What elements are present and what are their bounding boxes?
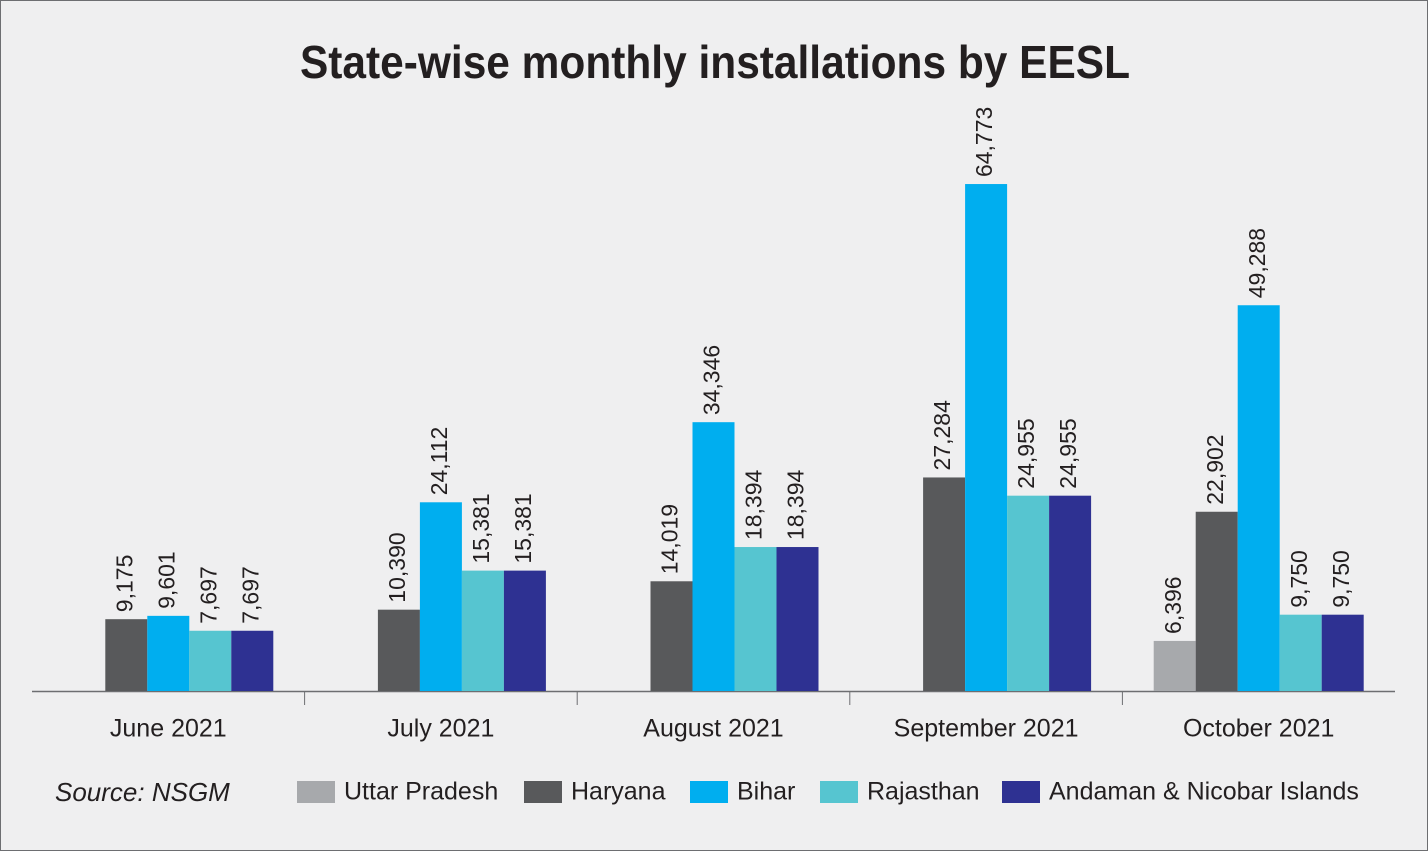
source-note: Source: NSGM xyxy=(55,777,230,807)
bar xyxy=(1007,495,1050,691)
x-tick-label: August 2021 xyxy=(643,715,783,743)
value-label: 7,697 xyxy=(195,566,221,624)
value-label: 10,390 xyxy=(384,532,410,602)
x-tick-label: June 2021 xyxy=(110,715,227,743)
bar xyxy=(692,422,735,691)
value-label: 24,955 xyxy=(1055,418,1081,488)
value-label: 34,346 xyxy=(699,345,725,415)
bar xyxy=(1195,511,1238,691)
legend-swatch xyxy=(1002,781,1040,803)
bar xyxy=(923,477,966,691)
value-label: 49,288 xyxy=(1244,228,1270,298)
value-label: 22,902 xyxy=(1202,434,1228,504)
value-label: 24,112 xyxy=(426,427,452,496)
legend-swatch xyxy=(820,781,858,803)
legend-swatch xyxy=(524,781,562,803)
bar xyxy=(105,619,148,691)
value-label: 9,601 xyxy=(153,551,179,609)
bar xyxy=(965,184,1008,691)
bar xyxy=(147,615,190,691)
legend-label: Uttar Pradesh xyxy=(344,778,498,806)
value-label: 27,284 xyxy=(929,400,955,471)
bar xyxy=(503,570,546,691)
legend-swatch xyxy=(690,781,728,803)
bar xyxy=(461,570,504,691)
x-tick-label: July 2021 xyxy=(387,715,494,743)
legend-label: Haryana xyxy=(571,778,666,806)
value-label: 6,396 xyxy=(1160,576,1186,634)
value-label: 64,773 xyxy=(971,107,997,177)
legend-label: Rajasthan xyxy=(867,778,980,806)
bar xyxy=(377,609,420,691)
bar xyxy=(734,547,777,691)
legend-label: Andaman & Nicobar Islands xyxy=(1049,778,1359,806)
bar xyxy=(776,547,819,691)
value-label: 18,394 xyxy=(741,469,767,540)
legend-label: Bihar xyxy=(737,778,795,806)
value-label: 9,175 xyxy=(111,555,137,613)
bar xyxy=(1237,305,1280,691)
value-label: 24,955 xyxy=(1013,418,1039,488)
value-label: 14,019 xyxy=(657,504,683,574)
bar xyxy=(1321,614,1364,691)
value-label: 9,750 xyxy=(1286,550,1312,608)
x-tick-label: October 2021 xyxy=(1183,715,1335,743)
value-label: 7,697 xyxy=(237,566,263,624)
value-label: 18,394 xyxy=(783,469,809,540)
value-label: 15,381 xyxy=(468,493,494,563)
value-label: 9,750 xyxy=(1328,550,1354,608)
bar xyxy=(231,630,274,691)
x-tick-label: September 2021 xyxy=(894,715,1079,743)
bar xyxy=(419,502,462,691)
bar xyxy=(189,630,232,691)
bar xyxy=(650,581,693,691)
value-label: 15,381 xyxy=(510,493,536,563)
bar xyxy=(1049,495,1092,691)
legend-swatch xyxy=(297,781,335,803)
bar xyxy=(1153,640,1196,691)
chart-title: State-wise monthly installations by EESL xyxy=(300,36,1130,88)
bar xyxy=(1279,614,1322,691)
